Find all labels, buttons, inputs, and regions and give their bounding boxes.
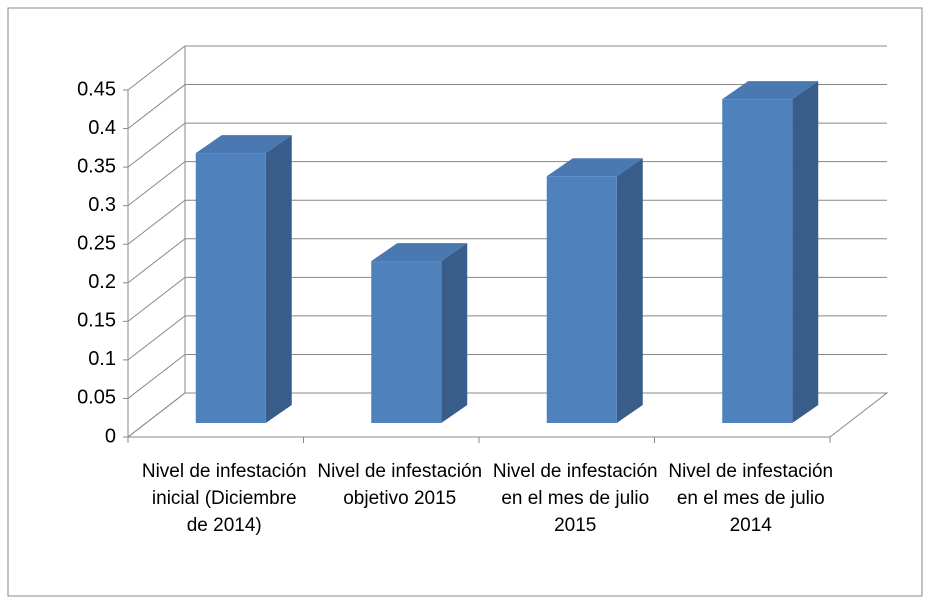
bar (546, 176, 617, 423)
grid-line (127, 199, 887, 245)
grid-line (127, 84, 887, 129)
y-tick-label: 0.45 (77, 78, 116, 100)
x-tick-label: Nivel de infestación en el mes de julio … (668, 461, 834, 536)
grid-line (127, 276, 887, 322)
x-tick-label: Nivel de infestación inicial (Diciembre … (141, 461, 307, 536)
y-tick-label: 0.3 (88, 194, 116, 216)
bar-side (616, 158, 643, 423)
bar (722, 99, 793, 423)
grid-line (127, 45, 887, 91)
grid-line (127, 122, 887, 168)
y-tick-label: 0.35 (77, 155, 116, 177)
y-tick-label: 0.05 (77, 387, 116, 409)
grid-line (127, 392, 887, 438)
bar (195, 153, 266, 423)
x-tick-label: Nivel de infestación objetivo 2015 (317, 461, 483, 509)
y-tick-label: 0.1 (88, 348, 116, 370)
bar-side (265, 135, 292, 423)
bar-top (546, 158, 643, 177)
y-tick-label: 0.2 (88, 271, 116, 293)
grid-line (127, 353, 887, 399)
x-tick-label: Nivel de infestación en el mes de julio … (492, 461, 658, 536)
y-tick-label: 0.4 (88, 117, 116, 139)
grid-line (127, 161, 887, 207)
bar-top (722, 81, 819, 100)
grid-line (127, 315, 887, 361)
bar-top (195, 135, 292, 154)
y-tick-label: 0.25 (77, 233, 116, 255)
y-tick-label: 0.15 (77, 310, 116, 332)
y-tick-label: 0 (105, 425, 116, 447)
grid-line (127, 238, 887, 284)
bar-side (792, 81, 819, 423)
bar-top (371, 243, 468, 262)
bar (371, 261, 442, 423)
bar-side (441, 243, 468, 423)
